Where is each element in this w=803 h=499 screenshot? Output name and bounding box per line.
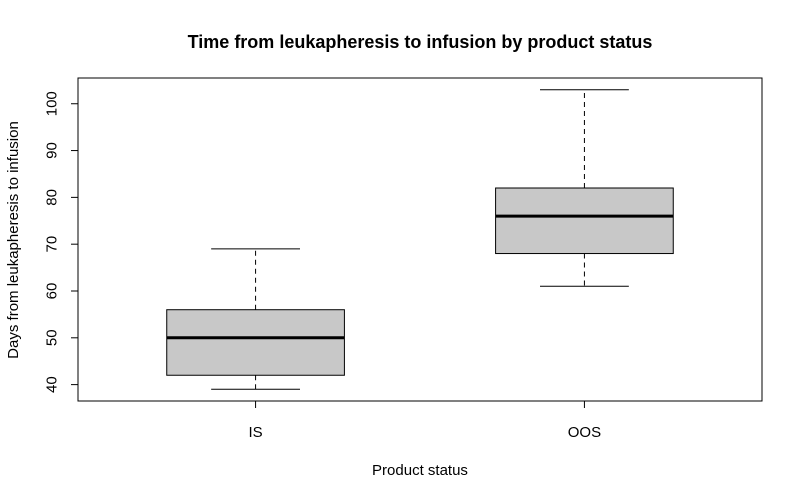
y-tick-label: 50 (44, 329, 61, 346)
x-axis: IS OOS (248, 400, 601, 441)
y-tick-label: 100 (44, 91, 61, 116)
x-tick-label: OOS (568, 424, 601, 441)
y-tick-label: 40 (44, 376, 61, 393)
y-axis: 40 50 60 70 80 90 100 (44, 91, 79, 393)
box-series (166, 89, 674, 390)
iqr-box (495, 187, 674, 255)
chart-title: Time from leukapheresis to infusion by p… (188, 32, 653, 52)
y-tick-label: 60 (44, 283, 61, 300)
box-is (166, 248, 345, 390)
iqr-box (166, 309, 345, 376)
y-tick-label: 70 (44, 236, 61, 253)
x-tick-label: IS (248, 424, 262, 441)
y-tick-label: 90 (44, 142, 61, 159)
box-oos (495, 89, 674, 287)
y-axis-label: Days from leukapheresis to infusion (5, 121, 22, 359)
y-tick-label: 80 (44, 189, 61, 206)
x-axis-label: Product status (372, 462, 468, 479)
